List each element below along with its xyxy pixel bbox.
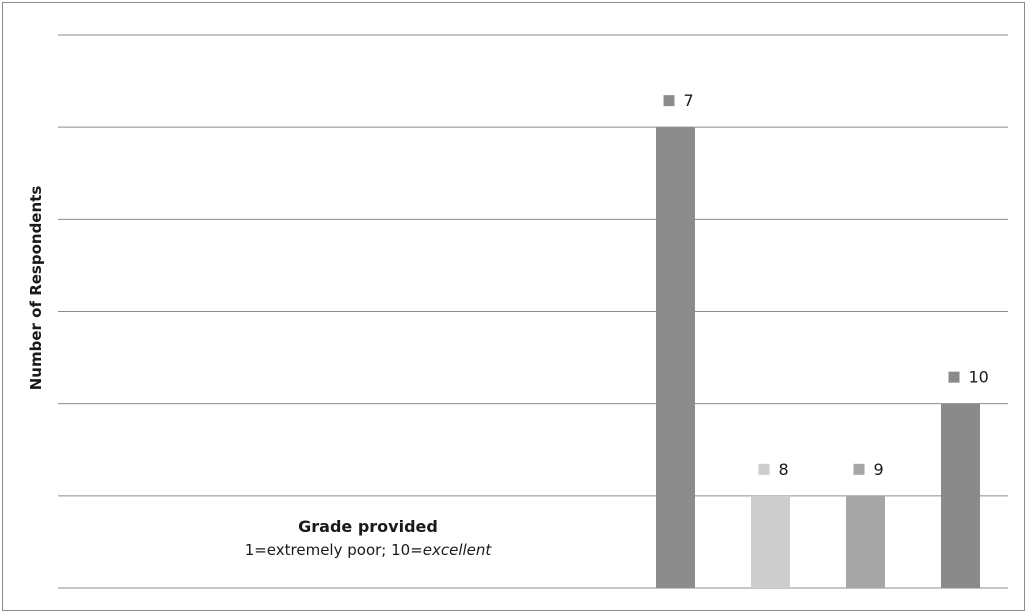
legend-marker-8 (758, 463, 770, 475)
bar-grade-8 (751, 495, 790, 588)
annotation-title: Grade provided (298, 517, 438, 536)
grade-annotation: Grade provided 1=extremely poor; 10=exce… (178, 516, 558, 562)
bars (656, 127, 980, 589)
legend-marker-9 (853, 463, 865, 475)
annotation-subtitle: 1=extremely poor; 10=excellent (178, 538, 558, 562)
legend: 7 8 9 10 (663, 91, 989, 479)
bar-grade-9 (846, 495, 885, 588)
y-axis-label: Number of Respondents (27, 186, 45, 391)
legend-label-7: 7 (684, 91, 694, 110)
legend-marker-10 (948, 371, 960, 383)
legend-label-8: 8 (779, 460, 789, 479)
legend-label-10: 10 (969, 368, 989, 387)
annotation-subtitle-plain: 1=extremely poor; 10= (244, 541, 423, 559)
annotation-subtitle-italic: excellent (422, 541, 492, 559)
bar-grade-7 (656, 127, 695, 589)
legend-marker-7 (663, 95, 675, 107)
legend-label-9: 9 (874, 460, 884, 479)
bar-grade-10 (941, 403, 980, 588)
